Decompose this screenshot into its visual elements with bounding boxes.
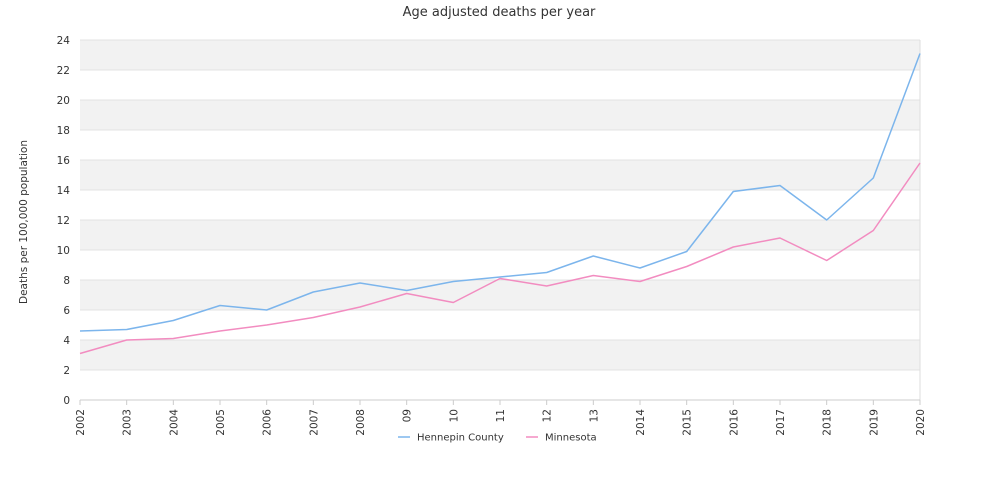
x-tick-label: 2018 (822, 409, 834, 436)
x-tick-label: 2008 (355, 409, 367, 436)
chart-title: Age adjusted deaths per year (403, 5, 596, 20)
x-tick-label: 2003 (122, 409, 134, 436)
y-tick-label: 12 (57, 215, 70, 227)
grid-band (80, 40, 920, 70)
x-tick-label: 2015 (682, 409, 694, 436)
series-layer (79, 53, 921, 355)
x-tick-label: 12 (542, 409, 554, 422)
x-axis-ticks: 2002 2003 2004 2005 2006 2007 2008 09 10 11 12 13 20… (75, 400, 927, 436)
y-tick-label: 0 (63, 395, 70, 407)
y-tick-label: 2 (63, 365, 70, 377)
y-tick-label: 14 (57, 185, 71, 197)
x-tick-label: 2004 (168, 409, 180, 436)
grid-band (80, 220, 920, 250)
x-tick-label: 2020 (915, 409, 927, 436)
x-tick-label: 2014 (635, 409, 647, 436)
series-line-hennepin-county (79, 53, 921, 332)
x-tick-label: 09 (402, 409, 414, 422)
x-tick-label: 2005 (215, 409, 227, 436)
x-tick-label: 13 (588, 409, 600, 422)
y-tick-label: 8 (63, 275, 70, 287)
grid-bands (80, 40, 920, 370)
x-tick-label: 2017 (775, 409, 787, 436)
y-tick-label: 20 (57, 95, 70, 107)
y-axis-label: Deaths per 100,000 population (18, 140, 30, 304)
x-tick-label: 2006 (262, 409, 274, 436)
x-tick-label: 2019 (868, 409, 880, 436)
y-tick-label: 6 (63, 305, 70, 317)
y-tick-label: 22 (57, 65, 70, 77)
grid-band (80, 100, 920, 130)
x-tick-label: 2002 (75, 409, 87, 436)
series-line-minnesota (79, 162, 921, 355)
grid-band (80, 280, 920, 310)
y-tick-label: 18 (57, 125, 70, 137)
grid-band (80, 340, 920, 370)
legend-label[interactable]: Hennepin County (417, 433, 504, 444)
x-tick-label: 11 (495, 409, 507, 422)
x-tick-label: 10 (448, 409, 460, 422)
x-tick-label: 2016 (728, 409, 740, 436)
x-tick-label: 2007 (308, 409, 320, 436)
legend: Hennepin County Minnesota (398, 433, 597, 444)
y-tick-label: 16 (57, 155, 71, 167)
y-tick-label: 10 (57, 245, 70, 257)
y-tick-label: 24 (57, 35, 71, 47)
grid-band (80, 160, 920, 190)
legend-label[interactable]: Minnesota (545, 433, 597, 444)
y-tick-label: 4 (63, 335, 70, 347)
